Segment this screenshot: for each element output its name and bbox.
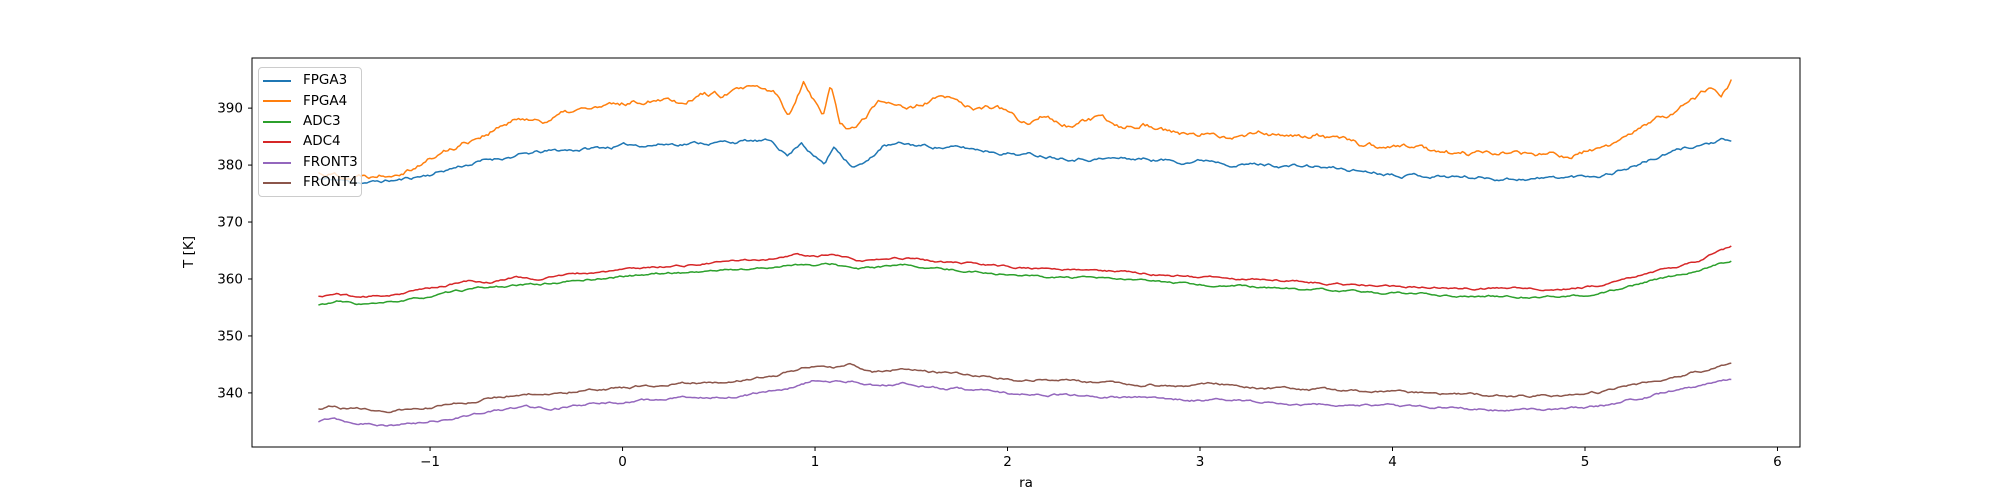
- legend-label: FRONT4: [303, 174, 358, 191]
- series-line-FPGA4: [318, 79, 1732, 181]
- series-line-FRONT4: [318, 362, 1732, 414]
- plot-frame: [251, 57, 1801, 448]
- legend-line-sample: [263, 161, 291, 164]
- y-tick-label: 340: [217, 385, 243, 401]
- x-axis-ticks: −1 0 1 2 3 4 5 6: [420, 447, 1782, 470]
- legend-label: ADC4: [303, 133, 341, 150]
- y-tick-label: 390: [217, 101, 243, 117]
- legend-item: FPGA3: [263, 71, 361, 90]
- legend-item: ADC4: [263, 133, 361, 152]
- y-axis-label: T [K]: [181, 236, 197, 269]
- series-line-ADC3: [318, 260, 1732, 306]
- x-axis-label: ra: [1019, 475, 1033, 491]
- series-line-FRONT3: [318, 378, 1732, 427]
- x-tick-label: 4: [1388, 454, 1397, 470]
- legend-label: FRONT3: [303, 153, 358, 170]
- y-tick-label: 360: [217, 271, 243, 287]
- plot-series-group: [318, 79, 1732, 427]
- legend-line-sample: [263, 120, 291, 123]
- legend: FPGA3 FPGA4 ADC3 ADC4 FRONT3 FRONT4: [258, 67, 362, 197]
- x-tick-label: 3: [1196, 454, 1205, 470]
- legend-label: ADC3: [303, 113, 341, 130]
- x-tick-label: 5: [1581, 454, 1590, 470]
- legend-item: ADC3: [263, 112, 361, 131]
- legend-item: FPGA4: [263, 92, 361, 111]
- legend-item: FRONT3: [263, 153, 361, 172]
- series-line-ADC4: [318, 245, 1732, 298]
- legend-line-sample: [263, 182, 291, 185]
- x-tick-label: −1: [420, 454, 440, 470]
- legend-item: FRONT4: [263, 174, 361, 193]
- legend-label: FPGA3: [303, 72, 348, 89]
- y-tick-label: 380: [217, 158, 243, 174]
- legend-line-sample: [263, 141, 291, 144]
- y-tick-label: 350: [217, 328, 243, 344]
- x-tick-label: 6: [1773, 454, 1782, 470]
- legend-line-sample: [263, 79, 291, 82]
- x-tick-label: 1: [811, 454, 820, 470]
- series-line-FPGA3: [318, 137, 1732, 185]
- legend-line-sample: [263, 100, 291, 103]
- y-tick-label: 370: [217, 215, 243, 231]
- x-tick-label: 2: [1003, 454, 1012, 470]
- y-axis-ticks: 340 350 360 370 380 390: [217, 101, 252, 401]
- legend-label: FPGA4: [303, 92, 348, 109]
- x-tick-label: 0: [618, 454, 627, 470]
